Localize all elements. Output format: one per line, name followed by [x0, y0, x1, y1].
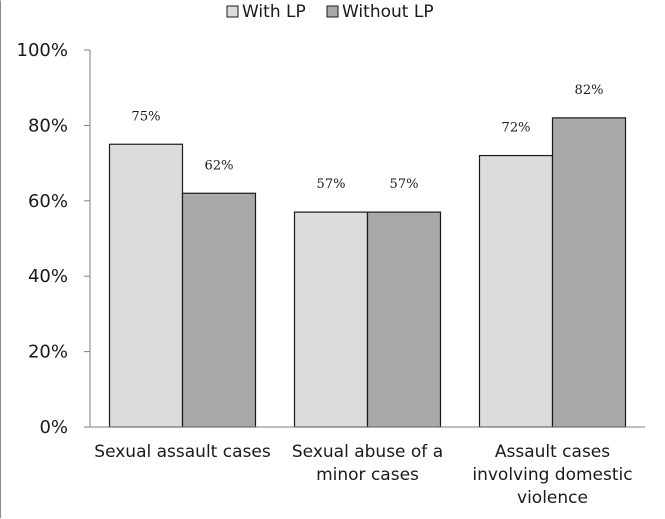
bars: 75% 62% 57% 57% 72% 82%: [108, 83, 627, 428]
x-category-label-line: violence: [517, 488, 588, 508]
x-category-label: Sexual abuse of a minor cases: [292, 442, 443, 485]
y-tick-label: 60%: [28, 191, 68, 212]
y-tick-label: 40%: [28, 266, 68, 287]
x-axis: Sexual assault cases Sexual abuse of a min…: [90, 426, 645, 508]
x-category-label-line: involving domestic: [472, 465, 632, 485]
y-tick-label: 20%: [28, 342, 68, 363]
data-label: 82%: [575, 83, 604, 98]
y-axis: 0% 20% 40% 60% 80% 100%: [17, 40, 91, 438]
legend-swatch: [326, 5, 339, 18]
data-label: 57%: [317, 177, 346, 192]
data-label: 72%: [502, 121, 531, 136]
legend: With LP Without LP: [226, 2, 434, 22]
x-category-label: Assault cases involving domestic violence: [472, 442, 632, 508]
bar-with-lp: [478, 154, 554, 428]
bar-with-lp: [293, 211, 369, 428]
y-tick-label: 80%: [28, 115, 68, 136]
legend-label: With LP: [242, 2, 306, 22]
data-label: 75%: [132, 109, 161, 124]
legend-swatch: [226, 5, 239, 18]
x-category-label-line: Sexual abuse of a: [292, 442, 443, 462]
bar-without-lp: [366, 211, 442, 428]
x-category-label-line: minor cases: [316, 465, 419, 485]
y-tick-label: 100%: [17, 40, 68, 61]
data-label: 57%: [390, 177, 419, 192]
bar-without-lp: [551, 117, 627, 428]
x-category-label: Sexual assault cases: [94, 442, 271, 462]
data-label: 62%: [205, 158, 234, 173]
x-category-label-line: Assault cases: [495, 442, 610, 462]
y-tick-label: 0%: [39, 417, 68, 438]
legend-label: Without LP: [342, 2, 434, 22]
bar-without-lp: [181, 192, 257, 428]
bar-with-lp: [108, 143, 184, 428]
x-category-label-line: Sexual assault cases: [94, 442, 271, 462]
